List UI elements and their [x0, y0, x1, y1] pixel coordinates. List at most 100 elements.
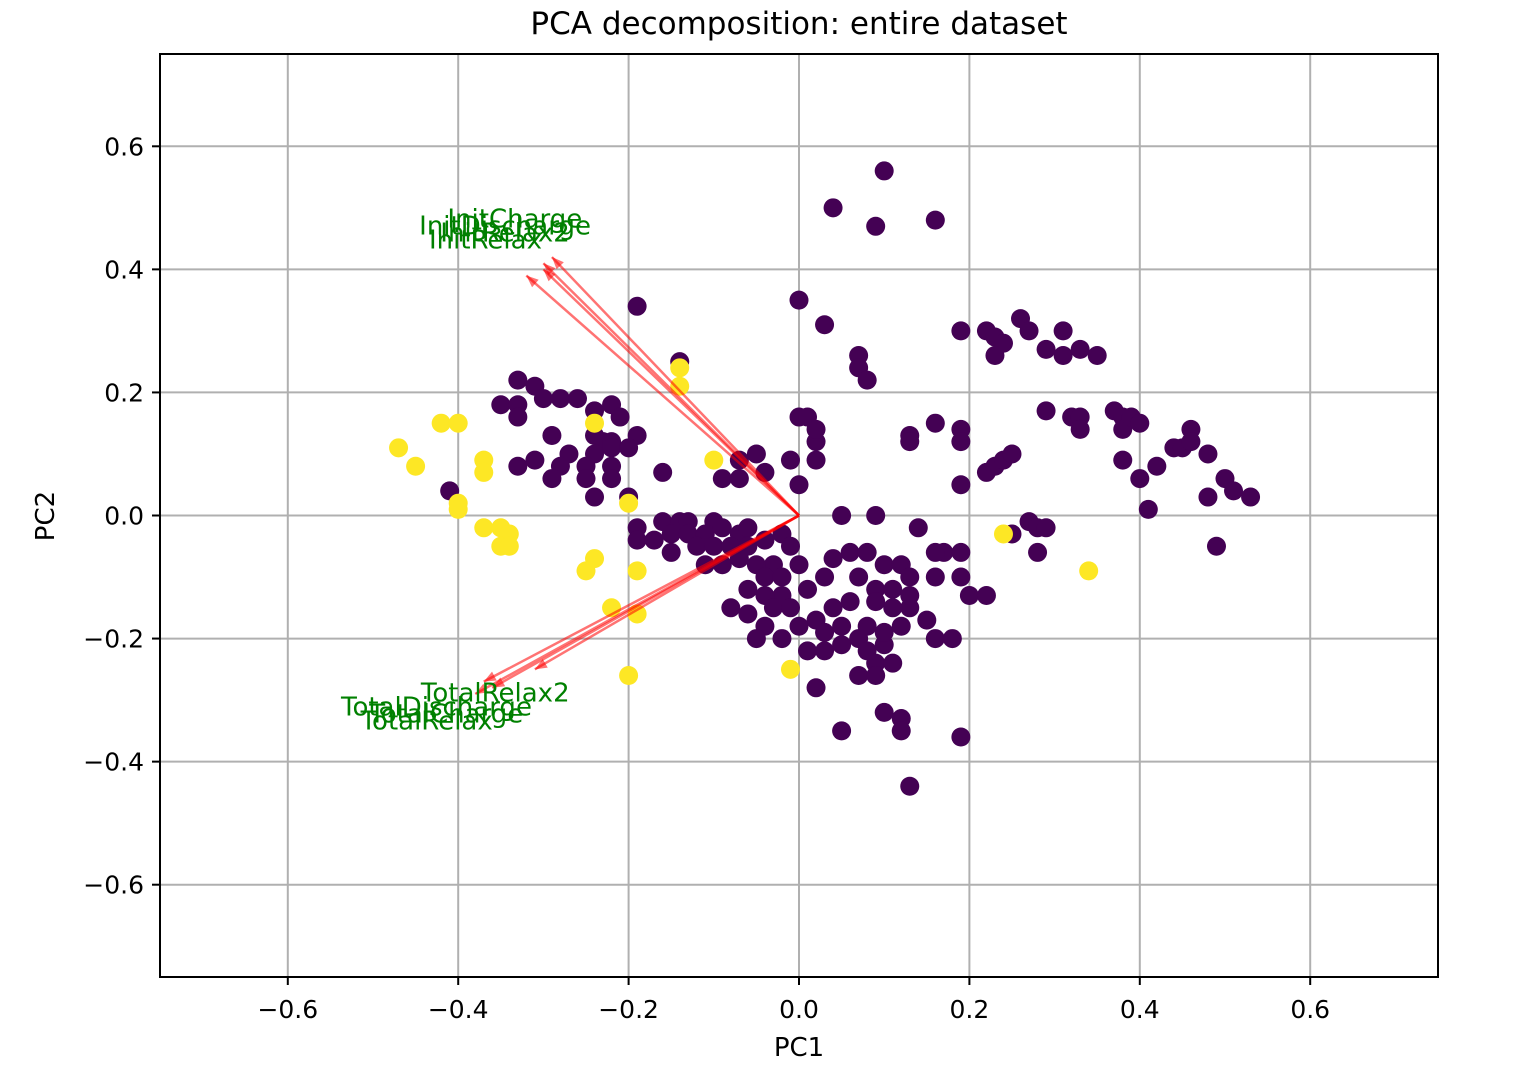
point-class-0 [729, 469, 749, 489]
point-class-0 [1036, 339, 1056, 359]
point-class-0 [525, 450, 545, 470]
point-class-0 [891, 721, 911, 741]
point-class-0 [542, 426, 562, 446]
loading-label: TotalRelax2 [420, 678, 570, 708]
point-class-0 [883, 598, 903, 618]
point-class-1 [389, 438, 409, 458]
point-class-0 [738, 518, 758, 538]
loading-label: TotalCharge [368, 700, 523, 730]
point-class-0 [1138, 499, 1158, 519]
loading-arrow-TotalRelax [474, 514, 800, 696]
x-tick-label: −0.4 [428, 995, 489, 1024]
point-class-1 [576, 561, 596, 581]
point-class-0 [857, 616, 877, 636]
point-class-0 [687, 536, 707, 556]
point-class-0 [1053, 346, 1073, 366]
point-class-0 [1002, 444, 1022, 464]
point-class-1 [585, 413, 605, 433]
point-class-1 [627, 561, 647, 581]
point-class-1 [704, 450, 724, 470]
point-class-0 [1224, 481, 1244, 501]
point-class-0 [976, 585, 996, 605]
point-class-0 [746, 444, 766, 464]
point-class-0 [874, 622, 894, 642]
point-class-1 [619, 493, 639, 513]
point-class-0 [806, 678, 826, 698]
point-class-0 [900, 432, 920, 452]
point-class-1 [993, 524, 1013, 544]
point-class-0 [883, 579, 903, 599]
point-class-0 [1206, 536, 1226, 556]
point-class-1 [780, 659, 800, 679]
loading-labels: InitChargeInitDischargeInitRelax2InitRel… [340, 204, 591, 736]
y-tick-label: 0.4 [104, 255, 144, 284]
y-tick-label: −0.2 [83, 625, 144, 654]
point-class-0 [619, 438, 639, 458]
point-class-0 [925, 567, 945, 587]
point-class-0 [985, 346, 1005, 366]
point-class-0 [815, 622, 835, 642]
point-class-0 [721, 598, 741, 618]
loading-arrow-InitRelax [525, 274, 800, 517]
point-class-0 [1147, 456, 1167, 476]
point-class-0 [789, 616, 809, 636]
point-class-0 [806, 450, 826, 470]
point-class-0 [900, 776, 920, 796]
x-tick-label: 0.2 [950, 995, 990, 1024]
point-class-0 [891, 616, 911, 636]
point-class-0 [951, 727, 971, 747]
point-class-0 [1028, 542, 1048, 562]
point-class-0 [763, 598, 783, 618]
point-class-0 [746, 629, 766, 649]
scatter-points [389, 161, 1261, 796]
point-class-0 [883, 653, 903, 673]
point-class-0 [874, 555, 894, 575]
point-class-0 [925, 210, 945, 230]
x-tick-label: 0.4 [1120, 995, 1160, 1024]
point-class-0 [627, 530, 647, 550]
point-class-0 [738, 604, 758, 624]
point-class-0 [1087, 346, 1107, 366]
point-class-0 [508, 456, 528, 476]
point-class-0 [840, 592, 860, 612]
x-axis-label: PC1 [774, 1033, 824, 1063]
point-class-0 [815, 641, 835, 661]
point-class-0 [772, 629, 792, 649]
point-class-0 [832, 721, 852, 741]
point-class-0 [789, 475, 809, 495]
point-class-0 [1070, 339, 1090, 359]
point-class-0 [602, 469, 622, 489]
point-class-0 [780, 598, 800, 618]
axis-ticks: −0.6 −0.4 −0.2 0.0 0.2 0.4 0.6 −0.6 −0.4 −0.2 0.0 0… [83, 132, 1330, 1024]
point-class-0 [1181, 432, 1201, 452]
point-class-0 [857, 542, 877, 562]
point-class-0 [772, 567, 792, 587]
loading-label: InitRelax [429, 226, 542, 256]
point-class-1 [448, 499, 468, 519]
point-class-0 [866, 592, 886, 612]
chart-title: PCA decomposition: entire dataset [530, 6, 1067, 42]
point-class-0 [789, 290, 809, 310]
point-class-0 [661, 524, 681, 544]
point-class-0 [951, 542, 971, 562]
point-class-0 [823, 198, 843, 218]
point-class-0 [951, 475, 971, 495]
point-class-0 [585, 487, 605, 507]
point-class-0 [866, 506, 886, 525]
point-class-0 [959, 585, 979, 605]
x-tick-label: −0.6 [257, 995, 318, 1024]
point-class-1 [1079, 561, 1099, 581]
y-tick-label: 0.2 [104, 378, 144, 407]
point-class-0 [567, 389, 587, 409]
point-class-0 [738, 579, 758, 599]
point-class-0 [849, 567, 869, 587]
point-class-0 [644, 530, 664, 550]
x-tick-label: 0.6 [1290, 995, 1330, 1024]
point-class-0 [832, 506, 852, 525]
point-class-0 [780, 450, 800, 470]
grid [160, 54, 1438, 977]
point-class-0 [533, 389, 553, 409]
point-class-0 [815, 567, 835, 587]
point-class-0 [1036, 401, 1056, 421]
loading-arrow-InitCharge [551, 256, 800, 517]
